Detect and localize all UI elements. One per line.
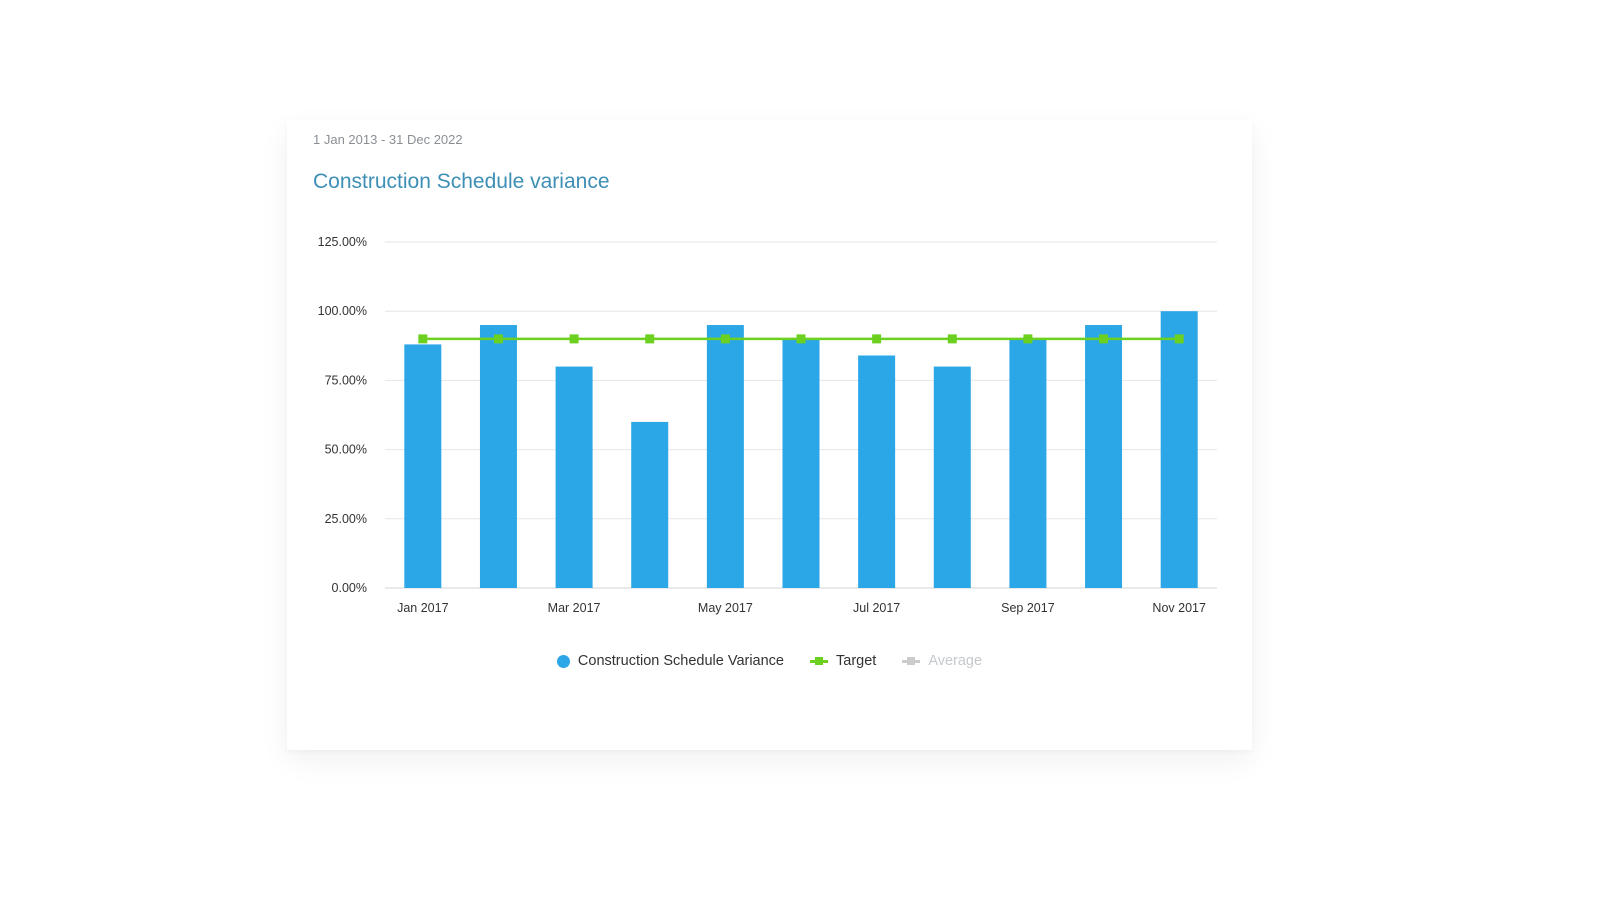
chart-title: Construction Schedule variance: [313, 170, 610, 193]
target-point[interactable]: [872, 334, 882, 344]
bar[interactable]: [631, 421, 669, 588]
bar[interactable]: [1009, 338, 1047, 588]
target-point[interactable]: [1099, 334, 1109, 344]
bar[interactable]: [1160, 311, 1198, 588]
x-tick-label: Jul 2017: [853, 601, 900, 615]
legend-label: Construction Schedule Variance: [577, 653, 784, 669]
legend-item-construction-schedule-variance[interactable]: Construction Schedule Variance: [556, 653, 784, 669]
bar[interactable]: [933, 366, 971, 588]
legend-item-average[interactable]: Average: [902, 653, 982, 669]
target-point[interactable]: [569, 334, 579, 344]
line-square-marker-icon: [810, 655, 828, 668]
x-tick-label: Mar 2017: [548, 601, 601, 615]
bar[interactable]: [404, 344, 442, 588]
target-point[interactable]: [645, 334, 655, 344]
x-tick-label: Jan 2017: [397, 601, 448, 615]
target-point[interactable]: [493, 334, 503, 344]
y-tick-label: 75.00%: [325, 373, 367, 387]
target-point[interactable]: [418, 334, 428, 344]
x-tick-label: Nov 2017: [1152, 601, 1206, 615]
y-tick-label: 0.00%: [332, 581, 367, 595]
target-point[interactable]: [947, 334, 957, 344]
y-tick-label: 50.00%: [325, 443, 367, 457]
legend-item-target[interactable]: Target: [810, 653, 876, 669]
bar[interactable]: [479, 325, 517, 588]
target-point[interactable]: [720, 334, 730, 344]
bar[interactable]: [782, 338, 820, 588]
bar[interactable]: [706, 325, 744, 588]
bar[interactable]: [1085, 325, 1123, 588]
y-tick-label: 100.00%: [318, 304, 367, 318]
target-point[interactable]: [1174, 334, 1184, 344]
bar[interactable]: [555, 366, 593, 588]
circle-marker-icon: [556, 654, 570, 668]
line-square-marker-icon: [902, 655, 921, 668]
bar[interactable]: [858, 355, 896, 588]
y-tick-label: 125.00%: [318, 235, 367, 249]
target-point[interactable]: [1023, 334, 1033, 344]
x-tick-label: May 2017: [698, 601, 753, 615]
legend-label: Average: [928, 653, 983, 669]
date-range: 1 Jan 2013 - 31 Dec 2022: [313, 132, 463, 147]
legend-label: Target: [836, 653, 877, 669]
target-point[interactable]: [796, 334, 806, 344]
x-tick-label: Sep 2017: [1001, 601, 1055, 615]
y-tick-label: 25.00%: [325, 512, 367, 526]
chart-plot: 0.00% 25.00% 50.00% 75.00% 100.00% 125.00% Jan…: [318, 235, 1217, 615]
chart-card: 1 Jan 2013 - 31 Dec 2022 Construction Sc…: [287, 120, 1252, 750]
chart-legend: Construction Schedule Variance Target Av…: [287, 653, 1252, 669]
